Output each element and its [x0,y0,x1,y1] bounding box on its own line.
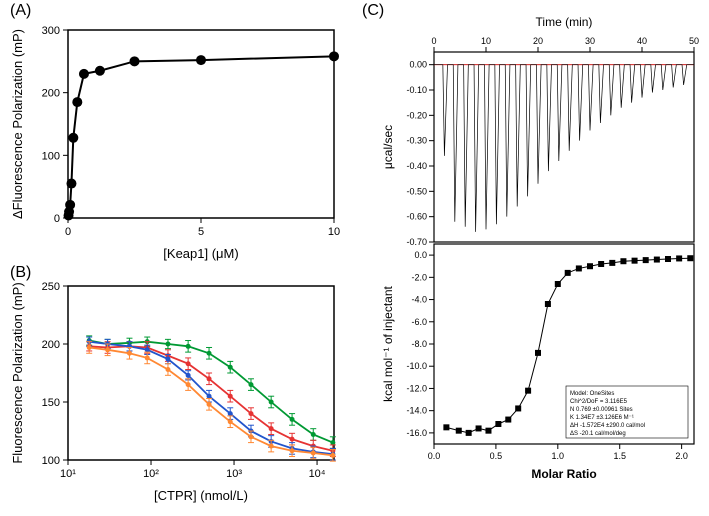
svg-text:200: 200 [42,339,60,351]
svg-text:40: 40 [637,36,647,46]
svg-text:10: 10 [481,36,491,46]
svg-text:Fluorescence Polarization (mP): Fluorescence Polarization (mP) [10,282,25,463]
svg-text:300: 300 [42,25,60,37]
svg-text:100: 100 [42,150,60,162]
svg-text:-4.0: -4.0 [411,295,427,305]
svg-text:30: 30 [585,36,595,46]
svg-text:-0.50: -0.50 [406,186,427,196]
svg-text:100: 100 [42,455,60,467]
svg-text:Time (min): Time (min) [536,15,593,29]
svg-text:ΔH -1.572E4 ±290.0 cal/mol: ΔH -1.572E4 ±290.0 cal/mol [570,423,645,429]
svg-text:K 1.34E7 ±3.126E6 M⁻¹: K 1.34E7 ±3.126E6 M⁻¹ [570,415,634,421]
svg-text:-16.0: -16.0 [406,428,427,438]
svg-text:-0.20: -0.20 [406,110,427,120]
svg-text:1.5: 1.5 [613,451,626,461]
svg-text:10²: 10² [143,468,159,480]
svg-text:-12.0: -12.0 [406,383,427,393]
chart-b: 10¹ 10² 10³ 10⁴ 100 150 200 250 [CTPR] (nmol/L) F… [6,276,346,508]
svg-text:150: 150 [42,397,60,409]
svg-text:0: 0 [54,213,60,225]
svg-text:-0.10: -0.10 [406,85,427,95]
svg-text:10: 10 [328,226,340,238]
svg-text:-0.60: -0.60 [406,212,427,222]
svg-text:-14.0: -14.0 [406,406,427,416]
svg-text:-10.0: -10.0 [406,361,427,371]
svg-text:Model: OneSites: Model: OneSites [570,391,614,397]
svg-text:μcal/sec: μcal/sec [381,125,395,169]
svg-text:20: 20 [533,36,543,46]
svg-text:ΔFluorescence Polarization (mP: ΔFluorescence Polarization (mP) [10,29,25,219]
svg-text:10³: 10³ [226,468,242,480]
svg-text:0.0: 0.0 [414,250,427,260]
svg-text:0.5: 0.5 [490,451,503,461]
svg-text:0.0: 0.0 [428,451,441,461]
chart-a: 05100100200300[Keap1] (μM)ΔFluorescence … [6,18,346,266]
svg-text:50: 50 [689,36,699,46]
svg-text:10¹: 10¹ [60,468,76,480]
svg-text:1.0: 1.0 [552,451,565,461]
svg-text:-0.40: -0.40 [406,161,427,171]
svg-text:5: 5 [198,226,204,238]
svg-text:0: 0 [431,36,436,46]
svg-text:N 0.769 ±0.00961 Sites: N 0.769 ±0.00961 Sites [570,407,633,413]
svg-text:0.00: 0.00 [409,60,427,70]
svg-text:ΔS -20.1 cal/mol/deg: ΔS -20.1 cal/mol/deg [570,431,626,437]
svg-text:Molar Ratio: Molar Ratio [531,467,596,481]
svg-text:-2.0: -2.0 [411,272,427,282]
svg-text:-6.0: -6.0 [411,317,427,327]
svg-text:2.0: 2.0 [675,451,688,461]
svg-text:-8.0: -8.0 [411,339,427,349]
svg-text:10⁴: 10⁴ [309,468,326,480]
chart-c: Time (min) 0 10 20 30 40 50 0.00 -0.10 -0.20 -0.30… [376,12,704,502]
svg-text:0: 0 [65,226,71,238]
svg-text:250: 250 [42,281,60,293]
svg-text:[Keap1] (μM): [Keap1] (μM) [163,246,238,261]
svg-text:Chi^2/DoF = 3.116E5: Chi^2/DoF = 3.116E5 [570,399,628,405]
svg-text:[CTPR] (nmol/L): [CTPR] (nmol/L) [154,488,248,503]
svg-text:-0.30: -0.30 [406,136,427,146]
svg-text:kcal mol⁻¹ of injectant: kcal mol⁻¹ of injectant [381,285,395,401]
svg-text:200: 200 [42,88,60,100]
svg-text:-0.70: -0.70 [406,237,427,247]
